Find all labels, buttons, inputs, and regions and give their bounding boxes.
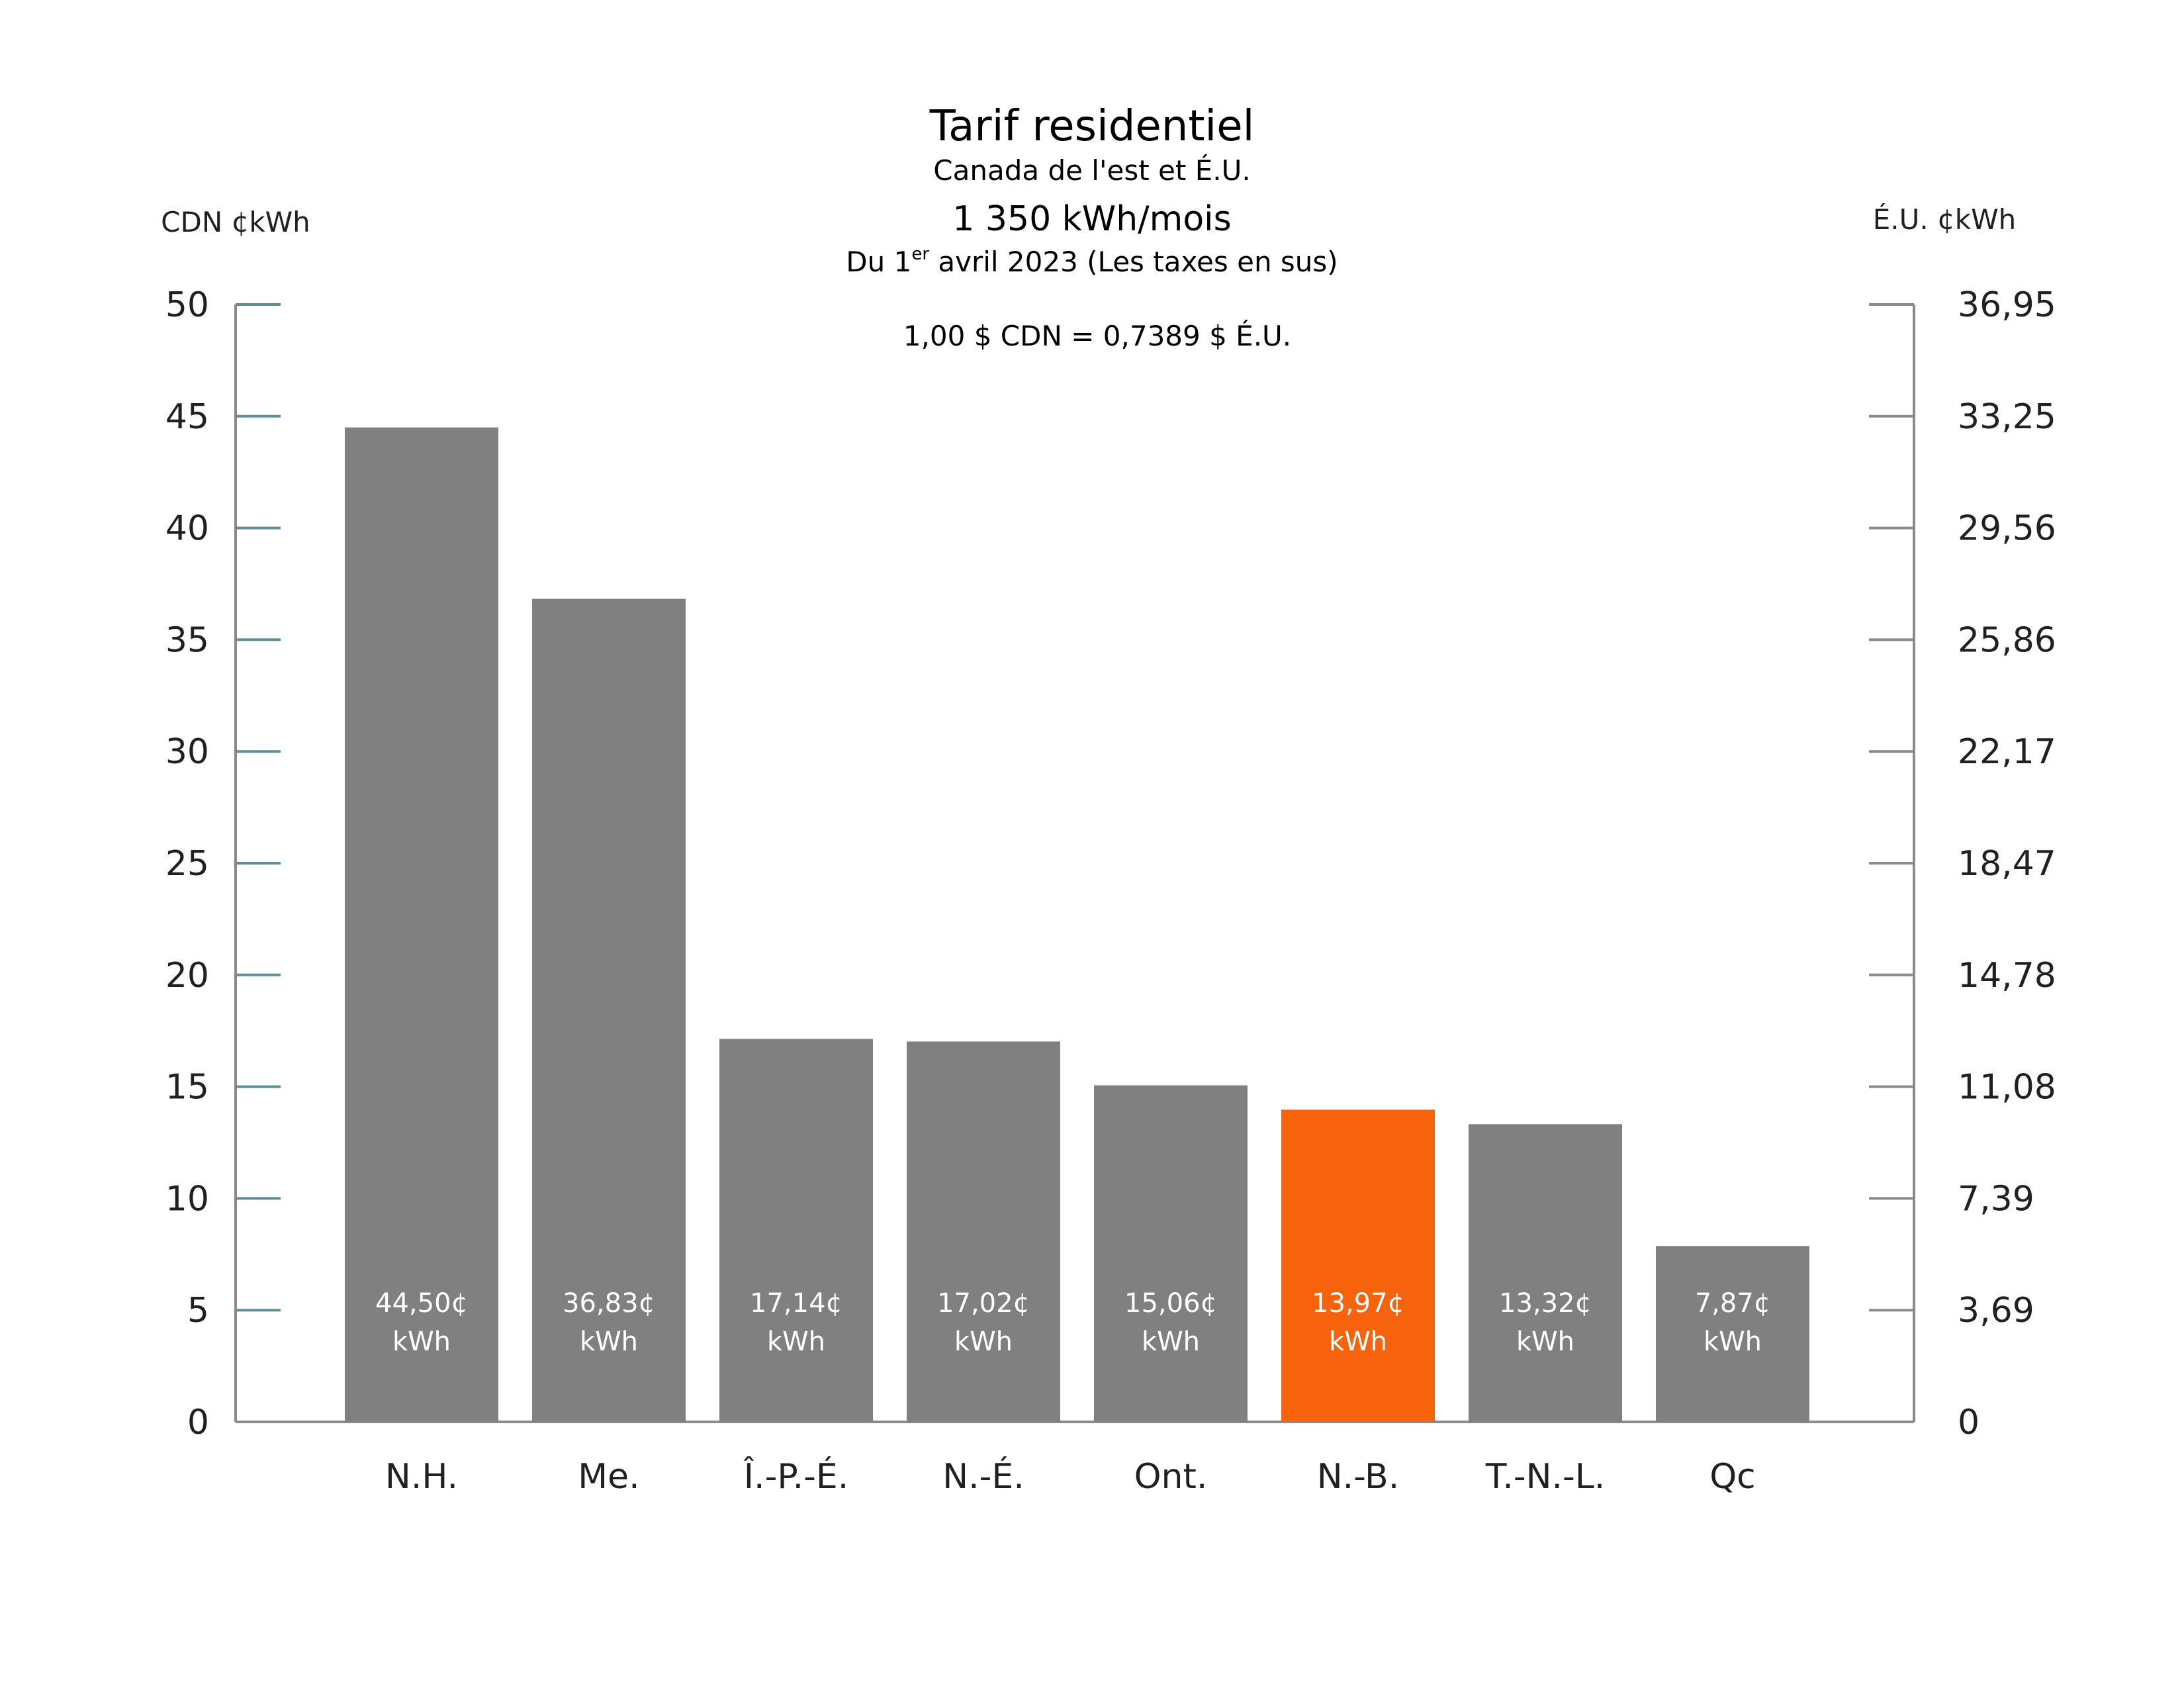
bar-unit-label: kWh bbox=[954, 1327, 1013, 1357]
chart-date-prefix: Du 1 bbox=[846, 246, 911, 278]
bar-unit-label: kWh bbox=[1516, 1327, 1574, 1357]
exchange-note: 1,00 $ CDN = 0,7389 $ É.U. bbox=[903, 319, 1291, 352]
right-tick-label: 22,17 bbox=[1958, 732, 2056, 772]
right-tick-label: 36,95 bbox=[1958, 285, 2056, 325]
bar bbox=[1656, 1246, 1809, 1422]
category-label: N.-B. bbox=[1317, 1457, 1400, 1497]
bar-value-label: 15,06¢ bbox=[1124, 1288, 1217, 1319]
right-tick-label: 18,47 bbox=[1958, 844, 2056, 884]
category-label: Me. bbox=[578, 1457, 639, 1497]
right-tick-label: 3,69 bbox=[1958, 1291, 2034, 1331]
bar-unit-label: kWh bbox=[1142, 1327, 1200, 1357]
right-tick-label: 0 bbox=[1958, 1403, 1979, 1442]
left-tick-label: 35 bbox=[165, 620, 209, 660]
bar-unit-label: kWh bbox=[767, 1327, 825, 1357]
right-tick-label: 11,08 bbox=[1958, 1068, 2056, 1107]
bar bbox=[1469, 1124, 1622, 1422]
category-label: Î.-P.-É. bbox=[743, 1456, 849, 1497]
category-label: T.-N.-L. bbox=[1485, 1457, 1606, 1497]
bar-value-label: 17,14¢ bbox=[750, 1288, 842, 1319]
bar-value-label: 13,32¢ bbox=[1499, 1288, 1592, 1319]
bar-value-label: 44,50¢ bbox=[375, 1288, 468, 1319]
left-tick-label: 15 bbox=[165, 1068, 209, 1107]
bar-unit-label: kWh bbox=[392, 1327, 451, 1357]
bar bbox=[532, 598, 686, 1423]
right-tick-label: 14,78 bbox=[1958, 956, 2056, 996]
category-label: N.H. bbox=[385, 1457, 458, 1497]
chart-subtitle-kwh: 1 350 kWh/mois bbox=[952, 199, 1231, 239]
left-axis-unit: CDN ¢kWh bbox=[161, 206, 310, 238]
bar bbox=[1281, 1109, 1435, 1422]
bar-value-label: 7,87¢ bbox=[1695, 1288, 1771, 1319]
chart-subtitle: Canada de l'est et É.U. bbox=[933, 154, 1250, 187]
left-tick-label: 20 bbox=[165, 956, 209, 996]
bar-unit-label: kWh bbox=[1329, 1327, 1387, 1357]
right-tick-label: 29,56 bbox=[1958, 509, 2056, 549]
left-tick-label: 50 bbox=[165, 285, 209, 325]
axes: 0 0 5 3,69 10 7,39 15 11,08 20 14,78 25 18,47 30 22,1… bbox=[165, 285, 2056, 1442]
right-tick-label: 25,86 bbox=[1958, 620, 2056, 660]
category-label: N.-É. bbox=[942, 1456, 1024, 1497]
chart-date-suffix: avril 2023 (Les taxes en sus) bbox=[929, 246, 1338, 278]
bar-value-label: 13,97¢ bbox=[1312, 1288, 1404, 1319]
chart-date-sup: er bbox=[911, 244, 929, 264]
category-label: Ont. bbox=[1134, 1457, 1208, 1497]
left-tick-label: 25 bbox=[165, 844, 209, 884]
bar-value-label: 36,83¢ bbox=[563, 1288, 655, 1319]
bar-value-label: 17,02¢ bbox=[937, 1288, 1030, 1319]
bar-unit-label: kWh bbox=[1704, 1327, 1762, 1357]
category-label: Qc bbox=[1709, 1457, 1756, 1497]
bar-unit-label: kWh bbox=[580, 1327, 638, 1357]
left-tick-label: 0 bbox=[187, 1403, 209, 1442]
bar bbox=[907, 1041, 1060, 1422]
right-tick-label: 7,39 bbox=[1958, 1179, 2034, 1219]
left-tick-label: 10 bbox=[165, 1179, 209, 1219]
left-tick-label: 5 bbox=[187, 1291, 209, 1331]
chart-date: Du 1er avril 2023 (Les taxes en sus) bbox=[846, 244, 1338, 278]
right-tick-label: 33,25 bbox=[1958, 397, 2056, 437]
right-axis-unit: É.U. ¢kWh bbox=[1873, 203, 2017, 236]
chart-title: Tarif residentiel bbox=[929, 102, 1255, 151]
bar bbox=[719, 1039, 873, 1422]
left-tick-label: 40 bbox=[165, 509, 209, 549]
bar bbox=[1094, 1085, 1248, 1422]
left-tick-label: 45 bbox=[165, 397, 209, 437]
bar bbox=[345, 427, 498, 1423]
bars bbox=[345, 427, 1809, 1423]
labels: 44,50¢ kWh N.H. 36,83¢ kWh Me. 17,14¢ kWh Î.-P.-… bbox=[375, 1288, 1770, 1497]
left-tick-label: 30 bbox=[165, 732, 209, 772]
